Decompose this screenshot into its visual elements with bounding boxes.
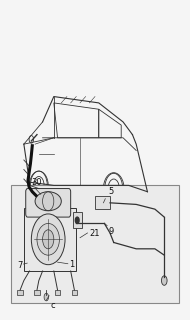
Text: 7: 7 xyxy=(17,261,23,270)
Ellipse shape xyxy=(37,223,59,255)
Circle shape xyxy=(162,276,167,285)
Ellipse shape xyxy=(35,192,61,211)
Bar xyxy=(72,290,77,295)
Bar xyxy=(24,208,76,271)
Circle shape xyxy=(43,230,54,249)
Circle shape xyxy=(44,293,49,301)
FancyBboxPatch shape xyxy=(26,188,71,217)
Bar xyxy=(17,290,23,295)
Text: 9: 9 xyxy=(108,227,113,236)
Bar xyxy=(34,290,40,295)
Bar xyxy=(55,290,60,295)
Text: 21: 21 xyxy=(89,229,100,238)
Text: 5: 5 xyxy=(108,188,113,196)
Ellipse shape xyxy=(31,214,65,265)
Bar xyxy=(11,185,179,303)
Bar xyxy=(95,196,110,209)
Circle shape xyxy=(75,217,79,223)
Text: 30: 30 xyxy=(32,178,42,187)
Text: c: c xyxy=(50,301,55,310)
Bar xyxy=(73,212,82,228)
Text: 1: 1 xyxy=(69,260,74,269)
